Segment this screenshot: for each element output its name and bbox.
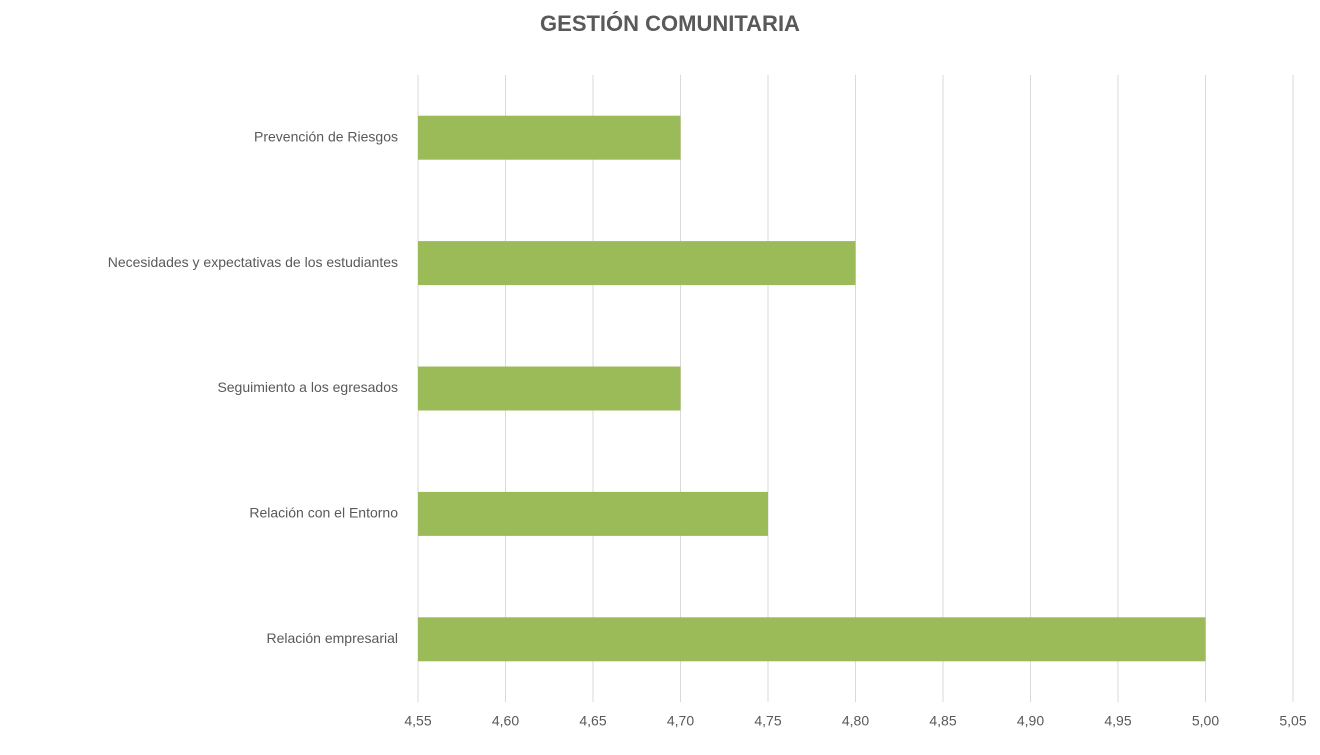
x-tick-label: 4,80 [842, 713, 869, 729]
x-tick-label: 4,75 [754, 713, 781, 729]
y-tick-label: Necesidades y expectativas de los estudi… [108, 254, 398, 270]
chart-title: GESTIÓN COMUNITARIA [540, 11, 800, 36]
bar [418, 491, 768, 536]
x-tick-label: 4,95 [1104, 713, 1131, 729]
y-tick-label: Relación empresarial [266, 630, 398, 646]
x-tick-label: 4,70 [667, 713, 694, 729]
y-tick-label: Prevención de Riesgos [254, 128, 398, 144]
bar [418, 115, 681, 160]
x-tick-label: 4,55 [404, 713, 431, 729]
y-tick-label: Seguimiento a los egresados [217, 379, 398, 395]
bar [418, 617, 1206, 662]
x-tick-label: 5,05 [1279, 713, 1306, 729]
bar [418, 366, 681, 411]
x-tick-label: 4,90 [1017, 713, 1044, 729]
x-tick-label: 4,85 [929, 713, 956, 729]
bar [418, 241, 856, 286]
x-tick-label: 4,65 [579, 713, 606, 729]
x-tick-label: 5,00 [1192, 713, 1219, 729]
y-tick-label: Relación con el Entorno [249, 505, 398, 521]
x-tick-label: 4,60 [492, 713, 519, 729]
